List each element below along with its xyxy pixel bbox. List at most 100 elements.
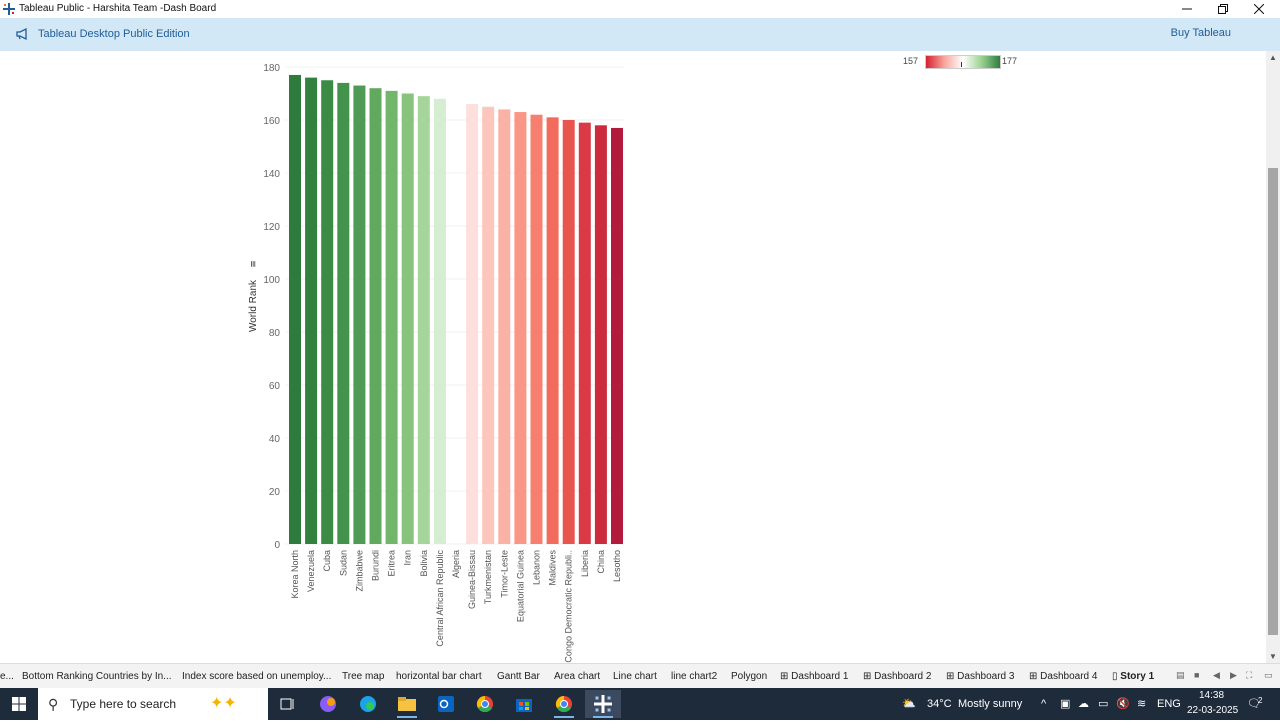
minimize-button[interactable]	[1169, 0, 1205, 18]
tab-horizontal-bar-chart[interactable]: horizontal bar chart	[396, 671, 482, 682]
active-indicator	[593, 716, 613, 718]
megaphone-icon	[16, 27, 27, 41]
speaker-muted-icon[interactable]: 🔇	[1116, 698, 1130, 710]
weather-text[interactable]: Mostly sunny	[958, 698, 1023, 710]
tab-dashboard-2[interactable]: ⊞ Dashboard 2	[863, 664, 931, 689]
tab-area-chart[interactable]: Area chart	[554, 671, 601, 682]
task-view-icon	[280, 698, 294, 710]
bar	[353, 85, 366, 545]
show-hidden-icons-chevron-icon[interactable]: ^	[1041, 698, 1047, 710]
edge-app-button[interactable]	[350, 690, 386, 718]
tab-index-score[interactable]: Index score based on unemploy...	[182, 671, 332, 682]
presentation-icon[interactable]: ▭	[1264, 670, 1273, 680]
dashboard-icon: ⊞	[1029, 671, 1041, 682]
weather-icon[interactable]: ⛅	[902, 698, 916, 710]
scroll-down-icon[interactable]: ▼	[1269, 652, 1277, 661]
tableau-app-icon	[3, 3, 15, 15]
y-tick-label: 140	[263, 169, 280, 180]
y-tick-label: 120	[263, 222, 280, 233]
clock-time[interactable]: 14:38	[1199, 690, 1225, 701]
grid-view-icon[interactable]: ■	[1194, 670, 1200, 680]
close-icon	[1254, 4, 1264, 14]
chrome-icon	[476, 695, 493, 713]
language-indicator[interactable]: ENG	[1157, 698, 1181, 710]
prev-tab-icon[interactable]: ◀	[1213, 670, 1220, 680]
outlook-app-button[interactable]	[428, 690, 464, 718]
tab-line-chart[interactable]: Line chart	[613, 671, 657, 682]
active-indicator	[397, 716, 417, 718]
next-tab-icon[interactable]: ▶	[1230, 670, 1237, 680]
dashboard-icon: ⊞	[946, 671, 958, 682]
store-app-button[interactable]	[506, 690, 542, 718]
x-tick-label: Lebanon	[532, 550, 542, 585]
battery-icon[interactable]: ▭	[1098, 698, 1109, 710]
tab-dashboard-4[interactable]: ⊞ Dashboard 4	[1029, 664, 1097, 689]
start-button[interactable]	[0, 688, 38, 720]
bar	[417, 96, 430, 545]
notification-count: 2	[1258, 696, 1263, 705]
file-explorer-app-button[interactable]	[389, 690, 425, 718]
bar	[594, 125, 607, 545]
scrollbar-thumb[interactable]	[1268, 168, 1278, 635]
x-tick-label: Iran	[403, 550, 413, 566]
tab-label: Dashboard 4	[1040, 671, 1098, 682]
y-tick-label: 160	[263, 116, 280, 127]
copilot-app-button[interactable]	[310, 690, 346, 718]
sheet-tabs-bar: e... Bottom Ranking Countries by In... I…	[0, 663, 1280, 689]
taskbar-search-box[interactable]: ⚲ Type here to search ✦✦	[38, 688, 268, 720]
tab-label: Dashboard 3	[957, 671, 1015, 682]
bar	[611, 127, 623, 544]
meet-now-icon[interactable]: ▣	[1060, 698, 1071, 710]
tab-truncated[interactable]: e...	[0, 671, 14, 682]
weather-temp[interactable]: 34°C	[927, 698, 952, 710]
x-tick-label: Central African Republic	[435, 550, 445, 647]
tableau-app-button[interactable]	[585, 690, 621, 718]
bar	[530, 114, 543, 544]
y-tick-label: 20	[269, 487, 281, 498]
search-icon: ⚲	[48, 696, 59, 712]
legend-tick	[961, 62, 962, 67]
tab-story-1[interactable]: ▯ Story 1	[1112, 664, 1154, 689]
buy-tableau-link[interactable]: Buy Tableau	[1170, 27, 1231, 39]
tab-line-chart2[interactable]: line chart2	[671, 671, 718, 682]
scroll-up-icon[interactable]: ▲	[1269, 53, 1277, 62]
dashboard-icon: ⊞	[863, 671, 875, 682]
x-tick-label: Maldives	[548, 550, 558, 586]
tab-gantt-bar[interactable]: Gantt Bar	[497, 671, 540, 682]
onedrive-cloud-icon[interactable]: ☁	[1078, 698, 1089, 710]
windows-taskbar: ⚲ Type here to search ✦✦ ⛅ 34°C Mostly s…	[0, 688, 1280, 720]
search-highlight-icon: ✦✦	[210, 695, 237, 712]
clock-date[interactable]: 22-03-2025	[1187, 705, 1239, 716]
title-bar: Tableau Public - Harshita Team -Dash Boa…	[0, 0, 1280, 18]
close-button[interactable]	[1241, 0, 1277, 18]
store-icon	[516, 699, 532, 712]
tab-label: Story 1	[1120, 671, 1155, 682]
restore-button[interactable]	[1205, 0, 1241, 18]
chrome-icon	[555, 695, 572, 713]
active-indicator	[554, 716, 574, 718]
bar	[433, 98, 446, 545]
tab-label: Dashboard 2	[874, 671, 932, 682]
tab-bottom-ranking[interactable]: Bottom Ranking Countries by In...	[22, 671, 172, 682]
vertical-scrollbar[interactable]: ▲ ▼	[1266, 51, 1280, 663]
y-tick-label: 0	[274, 540, 280, 551]
tab-tree-map[interactable]: Tree map	[342, 671, 385, 682]
legend-gradient	[925, 55, 1001, 69]
bar	[498, 109, 511, 545]
chrome-app-button[interactable]	[467, 690, 503, 718]
wifi-icon[interactable]: ≋	[1137, 698, 1147, 710]
story-content: 0 20 40 60 80 100 120 140 160 180 World Rank ≡ Korea…	[0, 51, 1266, 663]
chrome-profile-app-button[interactable]	[546, 690, 582, 718]
tab-dashboard-1[interactable]: ⊞ Dashboard 1	[780, 664, 848, 689]
notification-center-icon[interactable]: 🗨	[1247, 698, 1261, 710]
filmstrip-view-icon[interactable]: ▤	[1176, 670, 1185, 680]
tab-polygon[interactable]: Polygon	[731, 671, 768, 682]
bar	[321, 80, 334, 544]
y-tick-label: 40	[269, 434, 281, 445]
x-tick-label: Venezuela	[306, 550, 316, 592]
tab-dashboard-3[interactable]: ⊞ Dashboard 3	[946, 664, 1014, 689]
task-view-button[interactable]	[270, 690, 306, 718]
bar	[546, 117, 559, 544]
fullscreen-icon[interactable]: ⛶	[1246, 670, 1253, 680]
dashboard-icon: ⊞	[780, 671, 792, 682]
